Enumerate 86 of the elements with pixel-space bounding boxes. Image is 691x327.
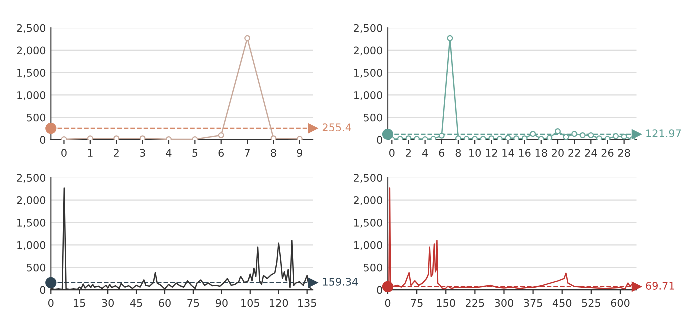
y-tick-label: 1,000 [354,91,382,100]
x-tick-label: 9 [297,149,303,158]
y-tick-label: 1,500 [354,218,382,228]
x-tick-label: 525 [582,299,600,308]
x-tick-label: 600 [611,299,630,308]
point [554,128,561,134]
ref-line-label: 159.34 [323,278,358,286]
y-tick-label: 2,500 [17,24,46,34]
y-tick-label: 2,500 [354,174,382,184]
y-tick-label: 1,000 [18,241,46,250]
y-tick-label: 1,500 [18,69,46,78]
point [244,35,251,42]
x-tick-label: 75 [188,299,200,308]
x-tick-label: 16 [519,149,531,158]
x-tick-label: 30 [102,299,114,308]
y-tick-label: 2,000 [354,46,382,56]
point [218,132,224,138]
point [530,131,536,138]
y-tick-label: 500 [364,114,382,122]
x-tick-label: 135 [298,299,316,308]
x-tick-label: 20 [552,149,564,158]
x-tick-label: 105 [242,299,260,308]
x-tick-label: 14 [502,149,514,157]
x-tick-label: 2 [114,149,119,157]
x-tick-label: 225 [466,299,484,308]
x-tick-label: 18 [536,149,548,158]
x-tick-label: 10 [470,149,481,158]
x-tick-label: 8 [271,149,276,158]
x-tick-label: 4 [166,149,172,157]
y-tick-label: 2,500 [17,174,46,184]
point [447,35,454,42]
x-tick-label: 15 [74,299,86,308]
x-tick-label: 12 [486,149,498,157]
x-tick-label: 6 [439,149,445,158]
x-tick-label: 0 [62,149,67,158]
x-tick-label: 75 [411,299,423,308]
x-tick-label: 5 [192,149,198,158]
point [438,132,445,139]
y-tick-label: 2,000 [17,196,46,206]
y-tick-label: 1,500 [18,218,46,228]
x-tick-label: 2 [406,149,411,157]
point [572,131,578,138]
x-tick-label: 24 [585,149,598,157]
x-tick-label: 3 [140,149,146,158]
x-tick-label: 0 [385,299,391,308]
y-tick-label: 1,000 [354,241,382,250]
point [621,134,628,140]
x-tick-label: 120 [270,299,288,308]
y-tick-label: 0 [40,136,46,144]
point [546,135,553,140]
x-tick-label: 8 [456,149,462,158]
ref-line-label: 121.97 [646,130,682,138]
y-tick-label: 500 [27,264,46,272]
x-tick-label: 45 [130,299,142,308]
x-tick-label: 150 [437,299,456,308]
x-tick-label: 26 [602,149,614,158]
point [580,132,586,138]
x-tick-label: 4 [422,149,428,157]
y-tick-label: 2,000 [354,196,382,206]
point [613,133,620,140]
ref-line-label: 69.71 [646,282,674,290]
x-tick-label: 450 [552,299,572,308]
y-tick-label: 0 [377,136,382,144]
y-tick-label: 0 [377,286,382,294]
y-tick-label: 2,500 [354,24,382,34]
y-tick-label: 500 [364,264,382,272]
point [505,135,512,140]
x-tick-label: 90 [216,299,228,308]
point [563,134,570,140]
x-tick-label: 1 [88,149,93,157]
x-tick-label: 0 [48,299,54,308]
ref-line-label: 255.4 [322,124,352,132]
y-tick-label: 1,500 [354,69,382,78]
x-tick-label: 6 [218,149,224,158]
y-tick-label: 1,000 [18,91,46,100]
x-tick-label: 60 [159,299,171,308]
point [588,132,594,138]
x-tick-label: 22 [568,149,580,157]
x-tick-label: 300 [495,299,514,308]
y-tick-label: 0 [40,286,46,294]
y-tick-label: 500 [27,114,46,122]
x-tick-label: 7 [245,149,250,157]
y-tick-label: 2,000 [17,46,46,56]
x-tick-label: 0 [390,149,395,158]
x-tick-label: 28 [618,149,630,158]
x-tick-label: 375 [524,299,542,308]
